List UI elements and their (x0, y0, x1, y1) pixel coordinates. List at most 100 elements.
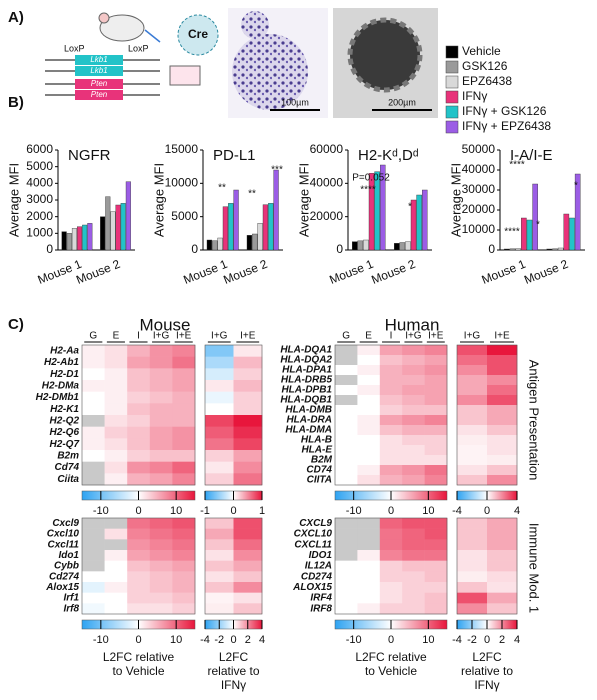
heatmap-cell (233, 582, 263, 593)
heatmap-cell (379, 571, 403, 583)
colorbar-tick-label: 0 (388, 505, 394, 517)
heatmap-cell (402, 571, 425, 583)
heatmap-cell (379, 465, 403, 476)
heatmap-cell (335, 385, 358, 396)
colorbar-tick-label: 10 (422, 505, 434, 517)
heatmap-cell (104, 426, 128, 439)
row-label: CD274 (301, 571, 333, 582)
heatmap-cell (402, 455, 425, 466)
bar (217, 237, 223, 251)
significance-label: **** (504, 227, 520, 238)
bar (532, 183, 538, 251)
heatmap-cell (104, 403, 128, 416)
heatmap-cell (379, 435, 403, 446)
significance-label: *** (271, 165, 283, 176)
colorbar-tick-label: 0 (484, 505, 490, 517)
heatmap-cell (149, 461, 173, 474)
heatmap-cell (172, 582, 196, 593)
legend-label: IFNγ + GSK126 (462, 104, 547, 118)
y-tick-label: 30000 (462, 182, 496, 196)
module-label: Immune Mod. 1 (527, 523, 542, 613)
heatmap-cell (402, 603, 425, 615)
row-label: CXCL10 (294, 529, 333, 540)
bar (569, 217, 575, 251)
heatmap-cell (457, 475, 488, 486)
bar (399, 242, 406, 251)
heatmap-cell (205, 582, 234, 593)
x-tick-label: Mouse 1 (327, 257, 375, 287)
heatmap-cell (127, 438, 151, 451)
heatmap-cell (172, 473, 196, 486)
bar (105, 196, 111, 251)
bar (552, 248, 558, 251)
missing-cell (335, 345, 358, 356)
heatmap-cell (127, 356, 151, 369)
colorbar-tick-label: 0 (135, 634, 141, 646)
heatmap-cell (457, 395, 488, 406)
heatmap-cell (172, 345, 196, 357)
heatmap-cell (487, 355, 518, 366)
row-label: ALOX15 (292, 582, 332, 593)
heatmap-cell (104, 380, 128, 392)
row-label: IRF8 (310, 603, 332, 614)
heatmap-cell (457, 445, 488, 456)
bar (357, 240, 364, 251)
heatmap-cell (424, 385, 448, 396)
heatmap-frame (456, 517, 518, 615)
gene-box (75, 90, 123, 100)
legend-swatch (445, 75, 459, 89)
y-tick-label: 0 (191, 242, 198, 256)
bar (246, 235, 253, 251)
heatmap-cell (357, 455, 381, 466)
heatmap-cell (82, 380, 105, 392)
heatmap-cell (335, 365, 358, 376)
row-label: H2-Q2 (50, 415, 80, 426)
heatmap-cell (172, 592, 196, 604)
heatmap-cell (82, 571, 105, 583)
legend-label: EPZ6438 (462, 74, 512, 88)
heatmap-cell (233, 518, 263, 529)
heatmap-cell (127, 391, 151, 404)
legend-label: IFNγ (462, 89, 487, 103)
heatmap-cell (127, 403, 151, 416)
significance-label: P=0.052 (352, 173, 390, 184)
heatmap-cell (233, 426, 263, 439)
heatmap-cell (104, 550, 128, 561)
heatmap-cell (104, 461, 128, 474)
row-label: Cd74 (55, 462, 80, 473)
heatmap-cell (205, 571, 234, 583)
heatmap-cell (457, 365, 488, 376)
heatmap-cell (357, 395, 381, 406)
heatmap-cell (335, 455, 358, 466)
bar (120, 203, 126, 251)
y-tick-label: 40000 (462, 162, 496, 176)
heatmap-cell (487, 445, 518, 456)
x-tick-label: Mouse 2 (522, 257, 570, 287)
row-label: Cd274 (49, 571, 79, 582)
cre-label: Cre (188, 27, 208, 41)
heatmap-cell (149, 473, 173, 486)
heatmap-cell (379, 375, 403, 386)
heatmap-cell (205, 450, 234, 462)
row-label: IRF4 (310, 593, 332, 604)
heatmap-cell (379, 355, 403, 366)
gene-label: Pten (91, 90, 108, 99)
organoid (347, 17, 423, 93)
heatmap-cell (424, 395, 448, 406)
missing-cell (357, 528, 381, 540)
bar (515, 248, 521, 251)
gene-box (75, 79, 123, 89)
bar (252, 233, 258, 251)
colorbar-tick-label: -4 (452, 634, 462, 646)
heatmap-cell (149, 368, 173, 381)
heatmap-cell (424, 539, 448, 551)
bar (546, 248, 553, 251)
heatmap-cell (487, 365, 518, 376)
row-label: IDO1 (309, 550, 333, 561)
heatmap-cell (205, 380, 234, 392)
heatmap-cell (335, 415, 358, 426)
colorbar-tick-label: -2 (214, 634, 224, 646)
row-label: B2M (311, 455, 333, 466)
heatmap-cell (402, 560, 425, 572)
heatmap-cell (357, 465, 381, 476)
